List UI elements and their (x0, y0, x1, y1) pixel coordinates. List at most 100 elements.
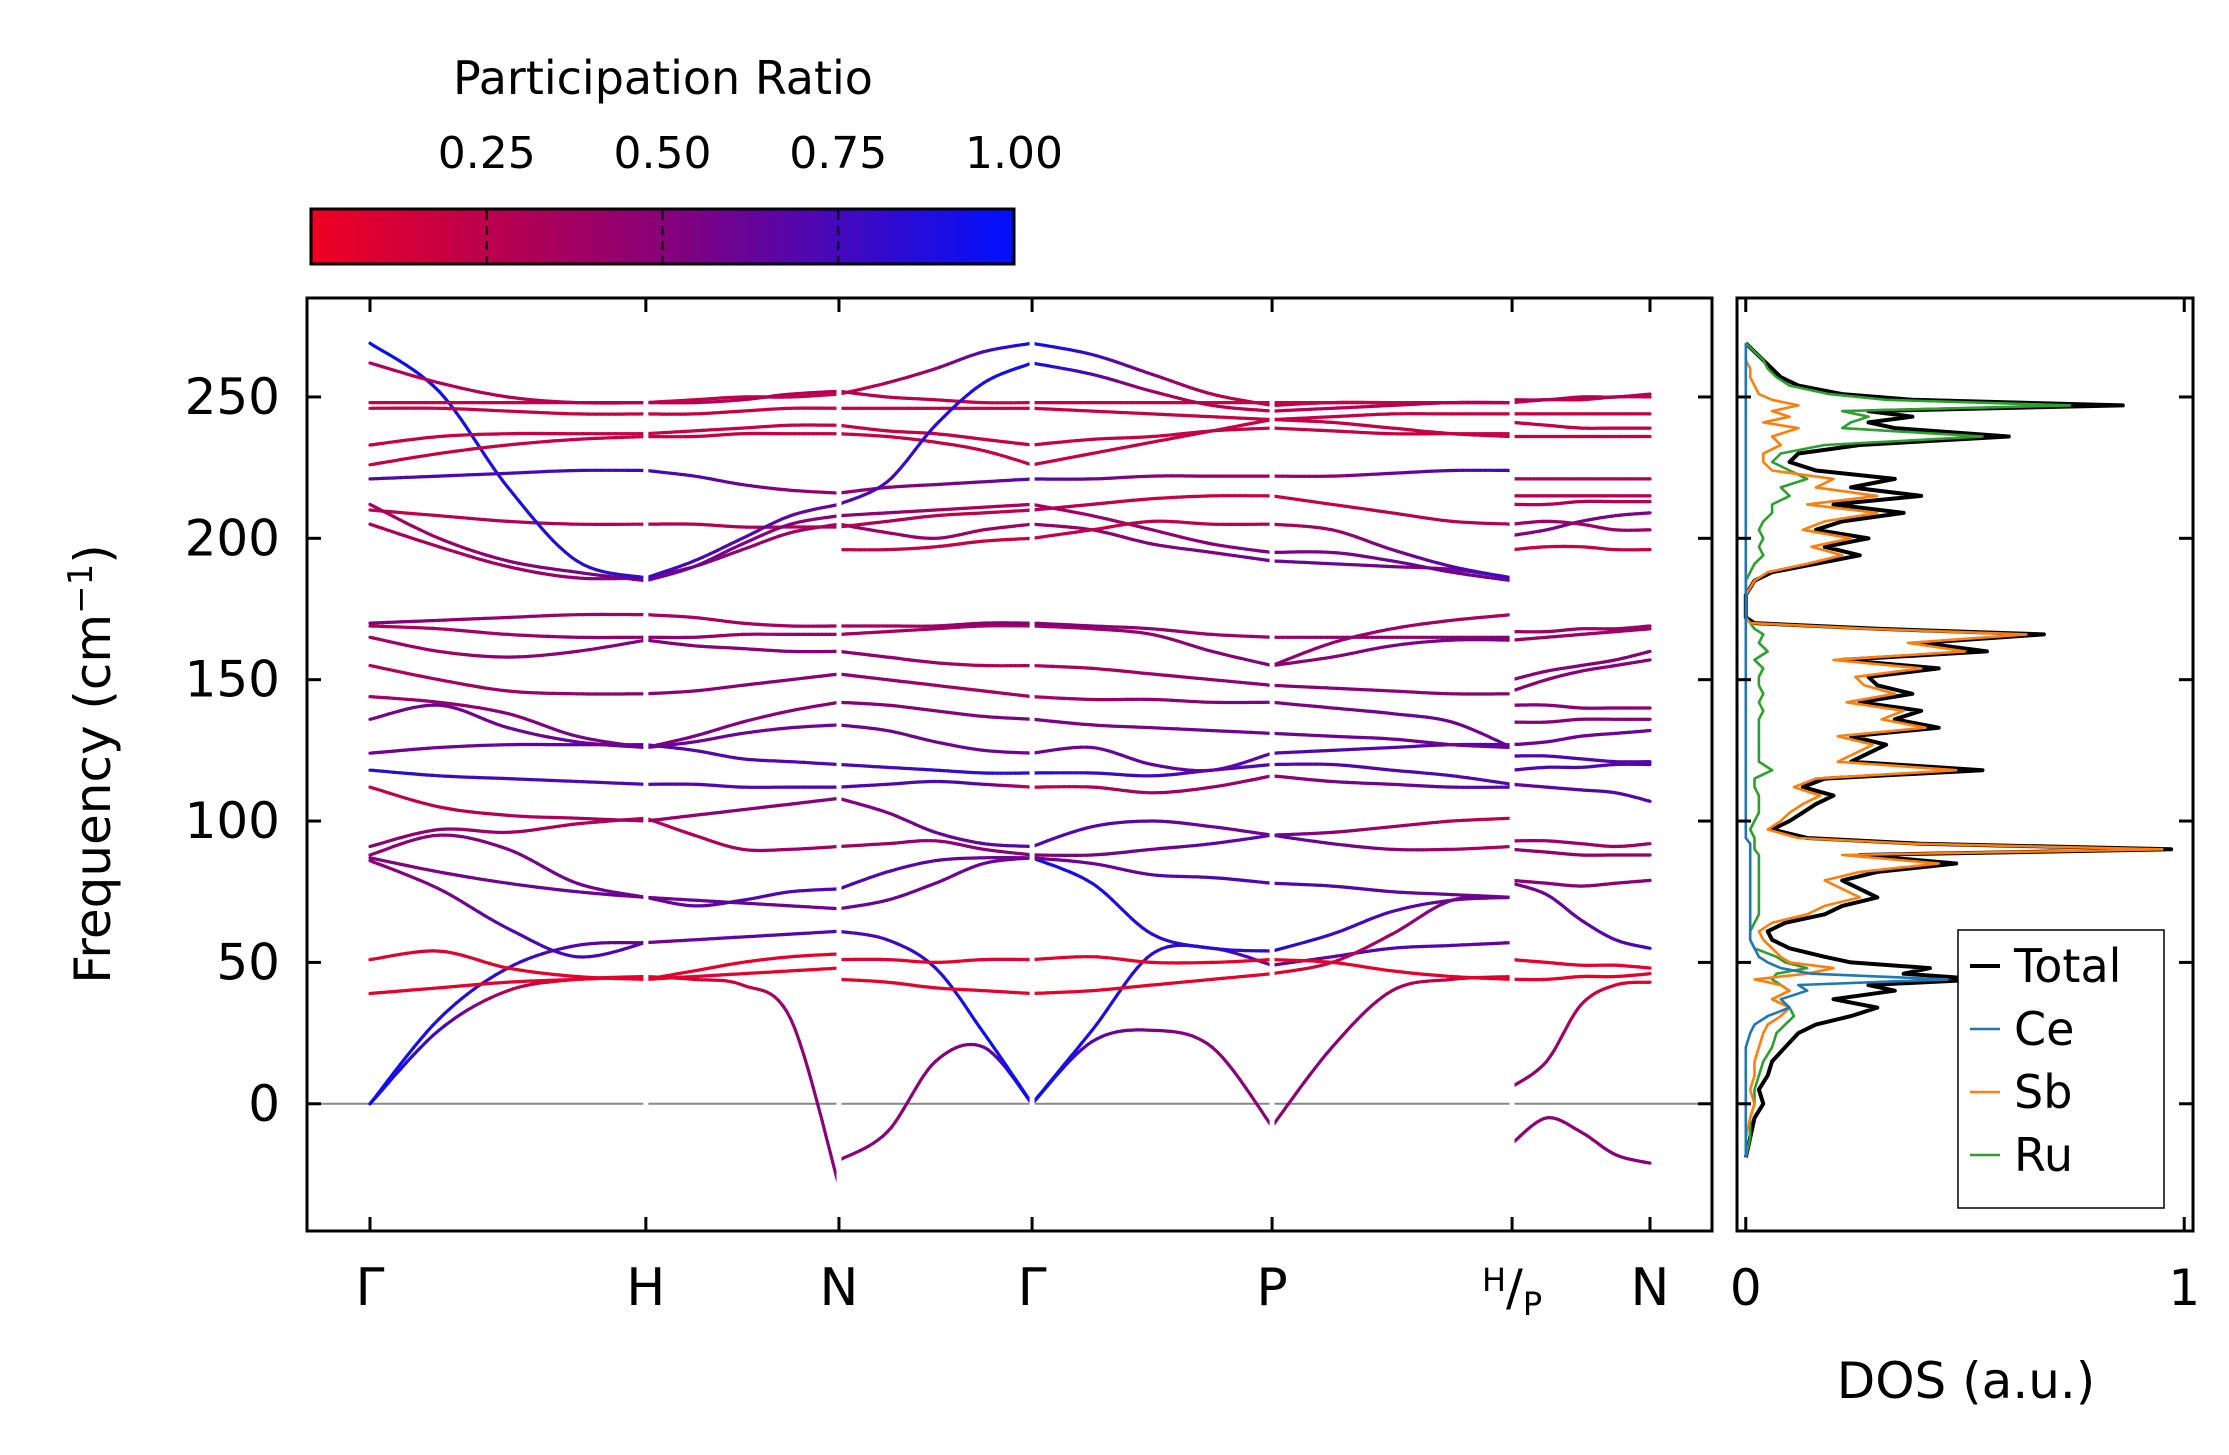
phonon-band (368, 341, 648, 580)
phonon-band (837, 536, 1034, 552)
phonon-band (368, 694, 648, 750)
phonon-band (837, 389, 1034, 405)
phonon-band (837, 929, 1034, 1106)
phonon-band (837, 1042, 1034, 1162)
band-point (398, 1060, 409, 1072)
phonon-band (368, 949, 648, 982)
colorbar-tick-label: 0.50 (614, 128, 712, 179)
band-point (489, 462, 498, 474)
phonon-band (837, 522, 1034, 541)
phonon-band (368, 974, 648, 1106)
phonon-band (1030, 972, 1274, 996)
phonon-band (1030, 943, 1274, 1106)
phonon-band (644, 406, 841, 416)
band-point (411, 1038, 422, 1050)
phonon-band (1030, 1028, 1274, 1129)
phonon-band (837, 649, 1034, 668)
phonon-band (1030, 819, 1274, 849)
phonon-band (368, 768, 648, 786)
phonon-band (1030, 663, 1274, 687)
phonon-band (368, 502, 648, 583)
phonon-band (644, 632, 841, 640)
band-point (806, 1069, 815, 1090)
phonon-band (837, 502, 1034, 518)
band-point (811, 1085, 820, 1107)
band-point (793, 1027, 801, 1043)
phonon-band (644, 638, 841, 654)
phonon-band (368, 974, 648, 996)
band-point (392, 1062, 402, 1075)
colorbar-tick-label: 1.00 (965, 128, 1063, 179)
band-segment-H-N (644, 389, 841, 1188)
phonon-band (837, 977, 1034, 996)
phonon-band (1030, 494, 1274, 512)
phonon-band (368, 833, 648, 900)
phonon-band (1030, 774, 1274, 795)
phonon-band (644, 743, 841, 767)
phonon-band (1030, 474, 1274, 481)
phonon-band (644, 974, 841, 1188)
phonon-band (368, 940, 648, 1106)
band-segment-Γ-P (1030, 341, 1274, 1129)
phonon-band (1030, 717, 1274, 736)
phonon-band (1030, 624, 1274, 668)
phonon-band (368, 508, 648, 527)
phonon-band (837, 672, 1034, 699)
band-point (789, 1017, 797, 1031)
phonon-band (644, 514, 841, 583)
colorbar-tick-label: 0.75 (789, 128, 887, 179)
phonon-band (837, 621, 1034, 628)
phonon-band (644, 522, 841, 580)
phonon-band (644, 796, 841, 823)
band-point (405, 1053, 415, 1064)
band-point (471, 436, 481, 449)
band-point (454, 410, 464, 423)
phonon-band (644, 700, 841, 750)
phonon-band (644, 389, 841, 405)
band-point (797, 1039, 806, 1057)
band-point (816, 1102, 824, 1124)
phonon-band (368, 431, 648, 447)
phonon-band (1030, 694, 1274, 705)
band-point (460, 419, 470, 431)
band-point (386, 1071, 396, 1083)
phonon-band (368, 406, 648, 416)
band-point (828, 1151, 836, 1168)
phonon-band (644, 816, 841, 853)
phonon-band (644, 502, 841, 580)
phonon-band (837, 341, 1034, 396)
phonon-band (368, 856, 648, 900)
band-point (1238, 1078, 1248, 1090)
phonon-band (837, 624, 1034, 637)
band-point (418, 1030, 429, 1042)
colorbar: Participation Ratio 0.25 0.50 0.75 1.00 (309, 51, 1063, 266)
band-point (411, 1046, 422, 1057)
colorbar-tick-label: 0.25 (438, 128, 536, 179)
phonon-band (368, 434, 648, 467)
band-point (398, 1054, 409, 1067)
phonon-band (368, 635, 648, 659)
band-point (820, 1119, 829, 1140)
phonon-band (644, 522, 841, 529)
colorbar-title: Participation Ratio (453, 51, 873, 105)
phonon-band (837, 762, 1034, 775)
colorbar-ticks: 0.25 0.50 0.75 1.00 (438, 128, 1063, 262)
band-point (1244, 1086, 1253, 1098)
phonon-band (644, 929, 841, 945)
phonon-band (644, 782, 841, 789)
phonon-band (837, 423, 1034, 447)
phonon-band (368, 361, 648, 405)
band-point (1232, 1070, 1242, 1082)
phonon-band (644, 723, 841, 750)
band-point (832, 1164, 839, 1179)
phonon-band (837, 796, 1034, 849)
phonon-band (644, 468, 841, 495)
phonon-band (644, 672, 841, 696)
phonon-band (837, 856, 1034, 911)
phonon-band (644, 431, 841, 439)
phonon-band (368, 468, 648, 481)
phonon-band (837, 432, 1034, 467)
phonon-band (837, 723, 1034, 755)
